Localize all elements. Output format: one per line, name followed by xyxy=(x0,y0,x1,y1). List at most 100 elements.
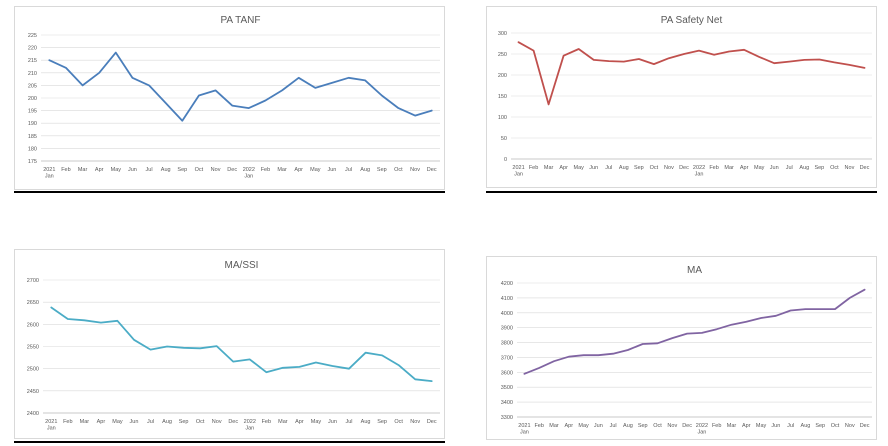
ma-ssi-xtick-4: May xyxy=(112,419,123,425)
pa-tanf-xtick-18: Jul xyxy=(345,167,352,173)
pa-tanf-xtick-7: Aug xyxy=(161,167,171,173)
chart-ma-ssi: MA/SSI 2400 2450 2500 2550 2600 2650 2700 2021 Ja… xyxy=(14,249,445,439)
pa-tanf-series-line xyxy=(48,51,433,122)
pa-safety-net-xtick-13: Feb xyxy=(709,165,718,171)
pa-safety-net-xtick-16: May xyxy=(754,165,765,171)
ma-ytick-3900: 3900 xyxy=(501,326,513,332)
ma-xtick-4: May xyxy=(578,423,589,429)
pa-tanf-point-19 xyxy=(364,79,366,81)
pa-tanf-xtick-21: Oct xyxy=(394,167,403,173)
ma-ssi-point-23 xyxy=(431,380,433,382)
ma-xtick-8: Sep xyxy=(638,423,648,429)
ma-xtick-5: Jun xyxy=(594,423,603,429)
chart-pa-tanf: PA TANF 175 180 185 190 195 200 205 210 215 220 225… xyxy=(14,6,445,190)
ma-xtick-17: Jun xyxy=(771,423,780,429)
ma-point-22 xyxy=(849,297,851,299)
ma-ssi-xtick-9: Oct xyxy=(196,419,205,425)
ma-point-8 xyxy=(642,343,644,345)
ma-ssi-xtick-8: Sep xyxy=(179,419,189,425)
pa-safety-net-xtick-12: 2022 Jan xyxy=(693,165,705,178)
ma-ssi-point-1 xyxy=(67,318,69,320)
pa-safety-net-point-9 xyxy=(653,63,655,65)
ma-ssi-ytick-2600: 2600 xyxy=(27,322,39,328)
ma-xtick-20: Sep xyxy=(815,423,825,429)
ma-xtick-21: Oct xyxy=(831,423,840,429)
ma-ssi-point-19 xyxy=(365,352,367,354)
pa-safety-net-xtick-21: Oct xyxy=(830,165,839,171)
pa-safety-net-point-8 xyxy=(638,58,640,60)
pa-tanf-xtick-1: Feb xyxy=(61,167,70,173)
pa-tanf-point-12 xyxy=(248,107,250,109)
pa-safety-net-xtick-1: Feb xyxy=(529,165,538,171)
ma-series-line xyxy=(523,288,866,375)
chart-svg-pa-safety-net: PA Safety Net 0 50 100 150 200 250 300 2021 Jan Fe… xyxy=(498,15,872,178)
ma-ssi-xtick-2: Mar xyxy=(80,419,90,425)
ma-ssi-xtick-23: Dec xyxy=(427,419,437,425)
pa-safety-net-ytick-250: 250 xyxy=(498,52,507,58)
chart-pa-safety-net: PA Safety Net 0 50 100 150 200 250 300 2021 Jan Fe… xyxy=(486,6,877,188)
ma-ssi-xtick-21: Oct xyxy=(394,419,403,425)
ma-xtick-7: Aug xyxy=(623,423,633,429)
ma-xtick-9: Oct xyxy=(653,423,662,429)
ma-ssi-point-7 xyxy=(166,346,168,348)
pa-tanf-xtick-16: May xyxy=(310,167,321,173)
ma-ssi-point-0 xyxy=(50,307,52,309)
pa-tanf-point-18 xyxy=(348,77,350,79)
ma-ssi-xtick-10: Nov xyxy=(212,419,222,425)
pa-safety-net-xtick-19: Aug xyxy=(799,165,809,171)
ma-point-6 xyxy=(612,353,614,355)
pa-safety-net-point-1 xyxy=(533,50,535,52)
ma-xtick-23: Dec xyxy=(860,423,870,429)
pa-safety-net-xtick-17: Jun xyxy=(770,165,779,171)
ma-point-20 xyxy=(819,308,821,310)
ma-ssi-xtick-15: Apr xyxy=(295,419,304,425)
pa-tanf-xtick-2: Mar xyxy=(78,167,88,173)
pa-tanf-xtick-12: 2022 Jan xyxy=(243,167,255,180)
ma-point-1 xyxy=(538,367,540,369)
ma-ssi-point-9 xyxy=(199,347,201,349)
pa-tanf-xtick-22: Nov xyxy=(410,167,420,173)
pa-safety-net-title: PA Safety Net xyxy=(661,15,723,26)
ma-point-18 xyxy=(790,310,792,312)
ma-point-10 xyxy=(671,337,673,339)
pa-safety-net-point-11 xyxy=(683,53,685,55)
ma-xtick-3: Apr xyxy=(564,423,573,429)
pa-safety-net-ytick-100: 100 xyxy=(498,115,507,121)
pa-safety-net-xtick-7: Aug xyxy=(619,165,629,171)
pa-tanf-point-11 xyxy=(231,105,233,107)
pa-safety-net-point-16 xyxy=(758,56,760,58)
pa-tanf-ytick-215: 215 xyxy=(28,58,37,64)
ma-point-15 xyxy=(745,321,747,323)
ma-ssi-ytick-2500: 2500 xyxy=(27,367,39,373)
ma-ssi-point-5 xyxy=(133,339,135,341)
pa-tanf-point-3 xyxy=(98,72,100,74)
ma-xtick-14: Mar xyxy=(727,423,737,429)
ma-ssi-point-21 xyxy=(398,364,400,366)
pa-safety-net-xtick-6: Jul xyxy=(605,165,612,171)
ma-ytick-4000: 4000 xyxy=(501,311,513,317)
pa-tanf-xtick-17: Jun xyxy=(328,167,337,173)
ma-ssi-xtick-14: Mar xyxy=(278,419,288,425)
chart-svg-ma-ssi: MA/SSI 2400 2450 2500 2550 2600 2650 2700 2021 Ja… xyxy=(27,260,440,432)
pa-safety-net-xtick-11: Dec xyxy=(679,165,689,171)
ma-point-9 xyxy=(657,342,659,344)
ma-ssi-ytick-2650: 2650 xyxy=(27,300,39,306)
ma-ssi-xtick-11: Dec xyxy=(228,419,238,425)
ma-ssi-point-11 xyxy=(232,361,234,363)
ma-ssi-xtick-13: Feb xyxy=(262,419,271,425)
pa-tanf-ytick-175: 175 xyxy=(28,159,37,165)
ma-ssi-ytick-2400: 2400 xyxy=(27,411,39,417)
ma-xtick-0: 2021 Jan xyxy=(518,423,530,436)
pa-safety-net-point-6 xyxy=(608,60,610,62)
ma-ssi-xtick-22: Nov xyxy=(410,419,420,425)
pa-tanf-point-13 xyxy=(265,100,267,102)
pa-safety-net-ytick-300: 300 xyxy=(498,31,507,37)
pa-tanf-point-14 xyxy=(281,90,283,92)
ma-point-2 xyxy=(553,360,555,362)
ma-ytick-3600: 3600 xyxy=(501,370,513,376)
pa-safety-net-xtick-20: Sep xyxy=(814,165,824,171)
pa-safety-net-point-15 xyxy=(743,49,745,51)
pa-safety-net-xtick-2: Mar xyxy=(544,165,554,171)
ma-ssi-point-17 xyxy=(332,365,334,367)
pa-tanf-xtick-11: Dec xyxy=(227,167,237,173)
